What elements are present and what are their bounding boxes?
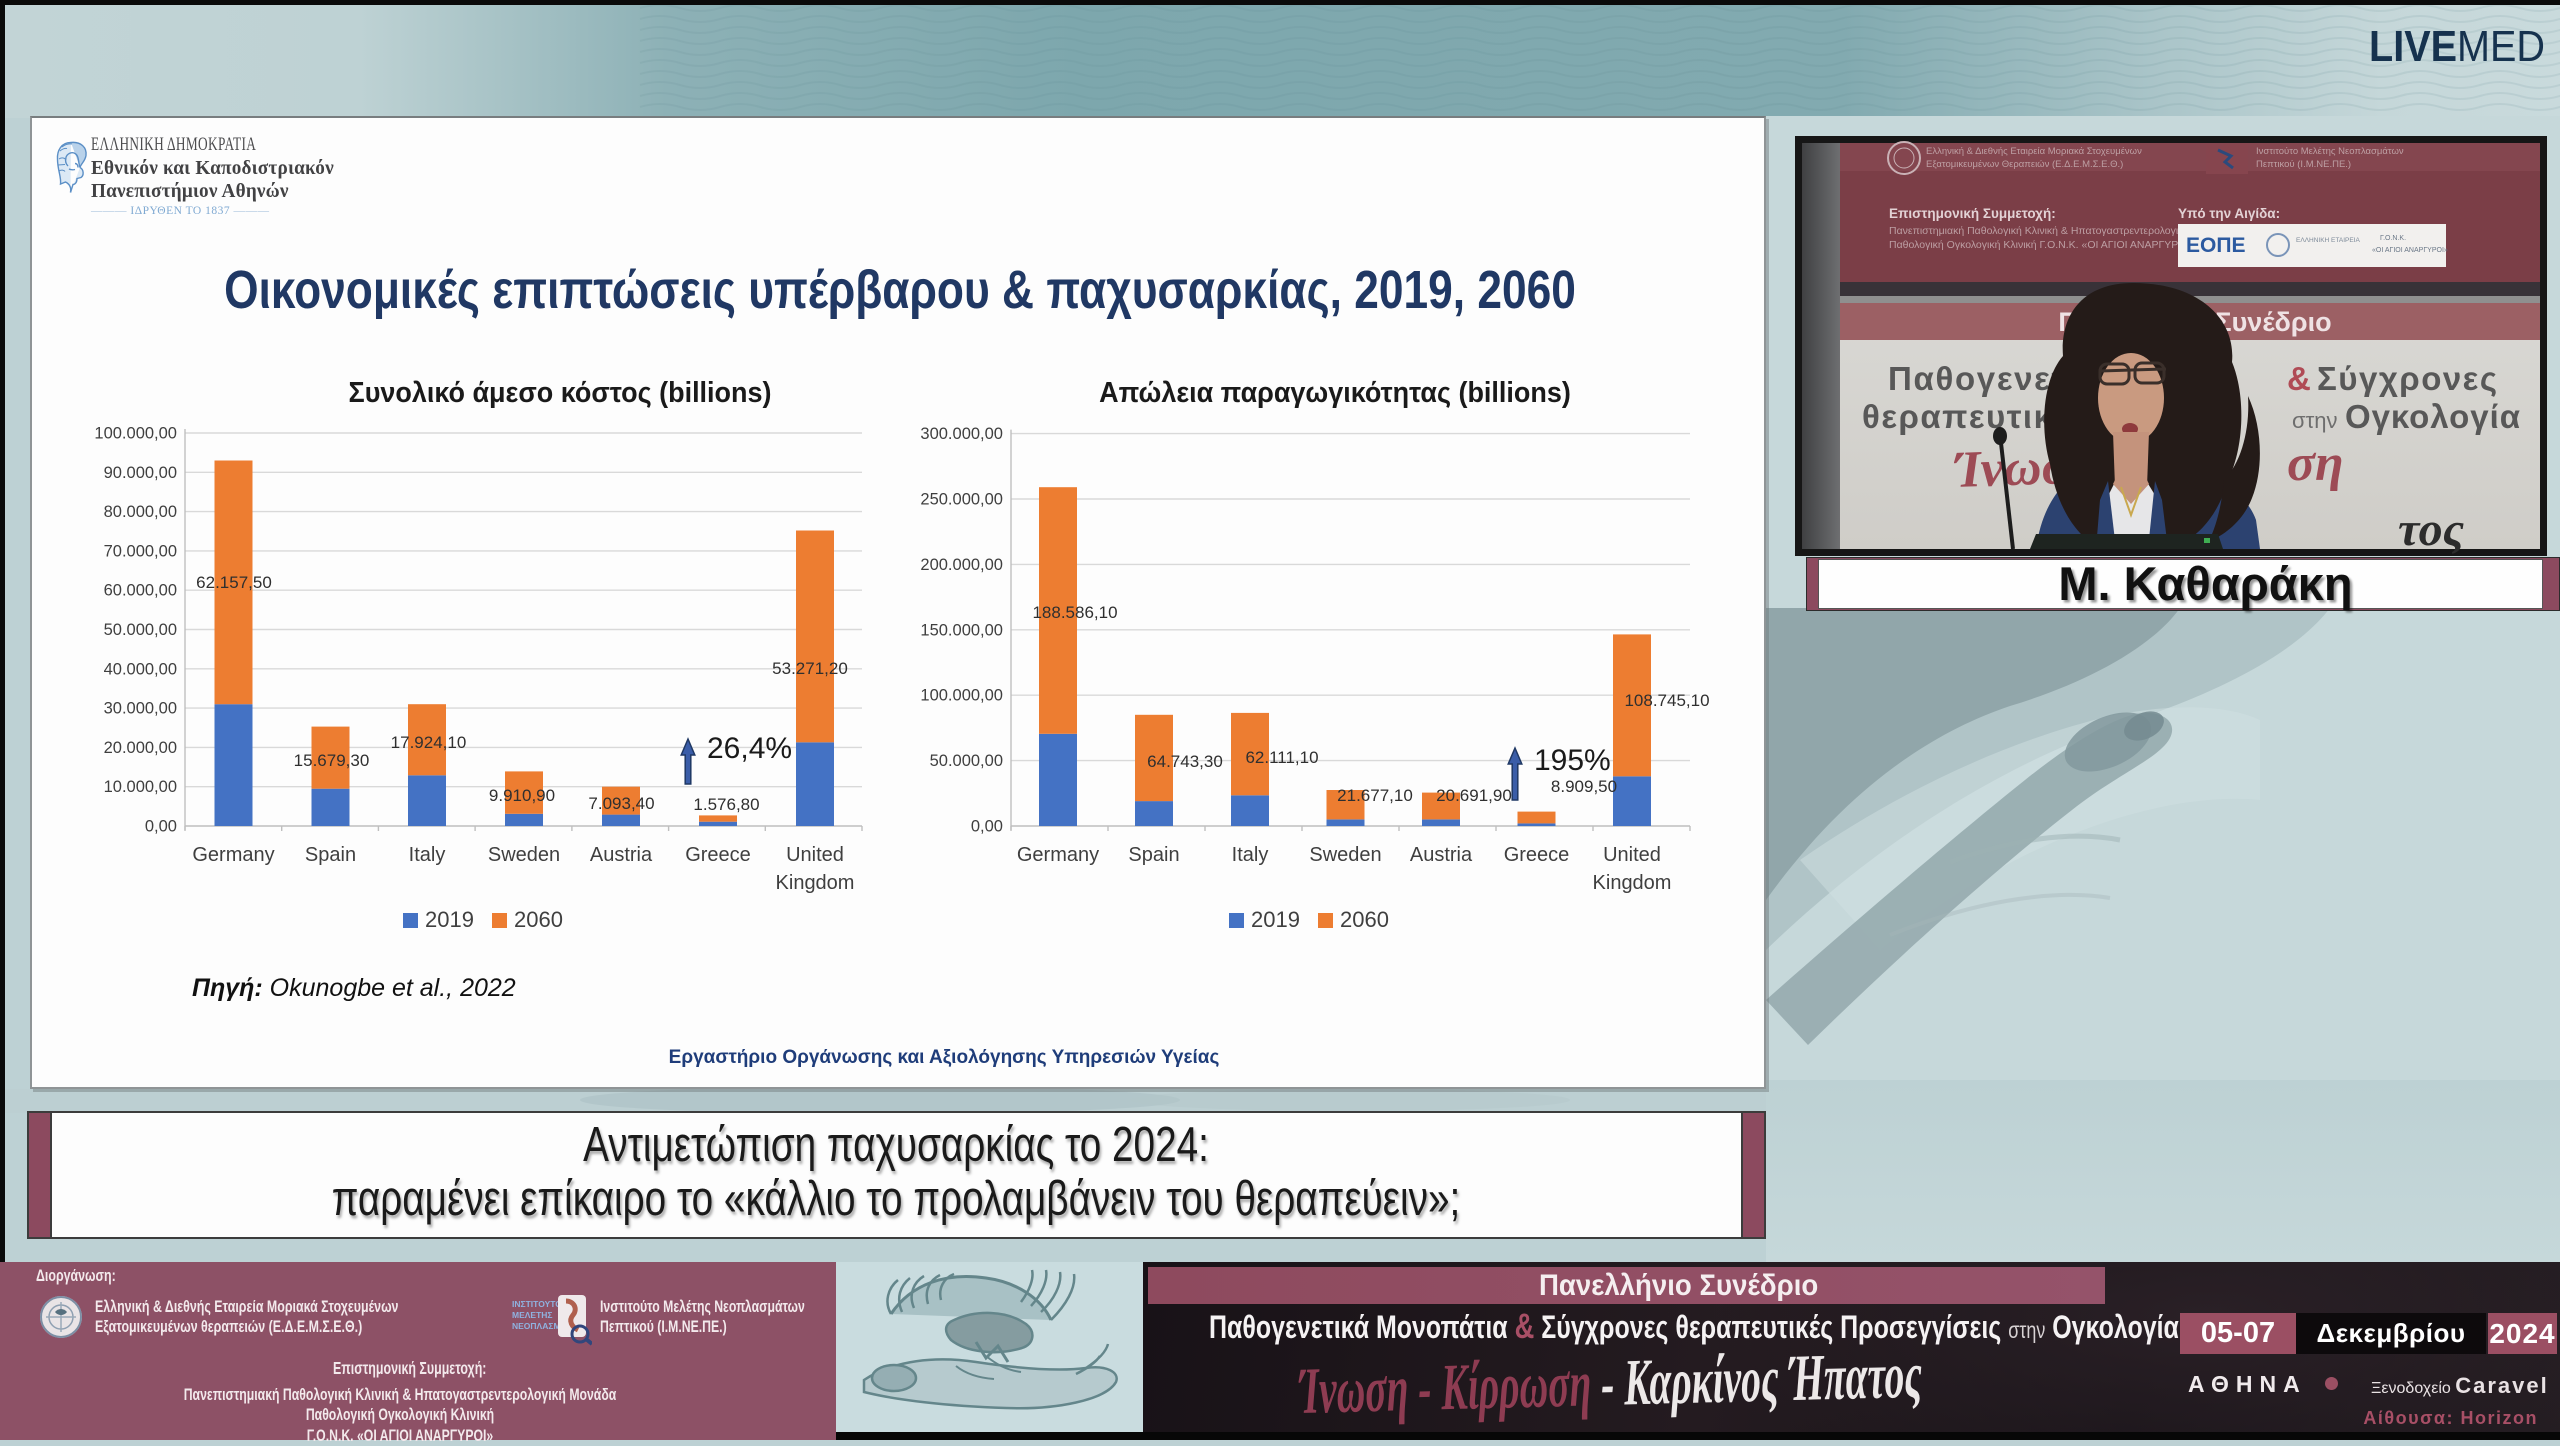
svg-text:Παθολογική Ογκολογική Κλινική: Παθολογική Ογκολογική Κλινική Γ.Ο.Ν.Κ. «…: [1889, 239, 2195, 251]
svg-text:53.271,20: 53.271,20: [772, 659, 848, 678]
svg-text:62.157,50: 62.157,50: [196, 573, 272, 592]
svg-text:ση: ση: [2287, 435, 2344, 492]
svg-text:195%: 195%: [1534, 744, 1611, 777]
svg-text:8.909,50: 8.909,50: [1551, 777, 1617, 796]
svg-text:Austria: Austria: [590, 844, 653, 866]
svg-text:20.000,00: 20.000,00: [104, 739, 177, 757]
svg-text:2019: 2019: [1251, 907, 1300, 932]
svg-text:2019: 2019: [425, 907, 474, 932]
svg-text:ΜΕΛΕΤΗΣ: ΜΕΛΕΤΗΣ: [512, 1310, 553, 1320]
svg-text:Πεπτικού (Ι.Μ.ΝΕ.ΠΕ.): Πεπτικού (Ι.Μ.ΝΕ.ΠΕ.): [2256, 159, 2351, 170]
svg-text:Ογκολογία: Ογκολογία: [2345, 398, 2520, 435]
svg-text:2060: 2060: [514, 907, 563, 932]
svg-text:Kingdom: Kingdom: [1593, 872, 1672, 894]
svg-text:250.000,00: 250.000,00: [920, 491, 1003, 509]
svg-text:20.691,90: 20.691,90: [1436, 786, 1512, 805]
svg-text:Spain: Spain: [305, 844, 356, 866]
svg-text:100.000,00: 100.000,00: [920, 687, 1003, 705]
svg-text:150.000,00: 150.000,00: [920, 621, 1003, 639]
svg-text:Italy: Italy: [1232, 844, 1269, 866]
svg-text:Εξατομικευμένων Θεραπειών (Ε.Δ: Εξατομικευμένων Θεραπειών (Ε.Δ.Ε.Μ.Σ.Ε.Θ…: [1926, 159, 2123, 170]
svg-text:7.093,40: 7.093,40: [588, 794, 654, 813]
svg-text:0,00: 0,00: [145, 818, 177, 836]
svg-text:Greece: Greece: [1504, 844, 1570, 866]
svg-text:10.000,00: 10.000,00: [104, 778, 177, 796]
svg-text:ΕΟΠΕ: ΕΟΠΕ: [2186, 234, 2246, 257]
svg-text:108.745,10: 108.745,10: [1624, 691, 1709, 710]
svg-text:Spain: Spain: [1128, 844, 1179, 866]
svg-text:17.924,10: 17.924,10: [391, 733, 467, 752]
svg-text:Επιστημονική Συμμετοχή:: Επιστημονική Συμμετοχή:: [1889, 206, 2056, 221]
svg-text:21.677,10: 21.677,10: [1337, 786, 1413, 805]
svg-text:Σύγχρονες: Σύγχρονες: [2317, 360, 2497, 397]
svg-text:40.000,00: 40.000,00: [104, 660, 177, 678]
svg-text:Γ.Ο.Ν.Κ.: Γ.Ο.Ν.Κ.: [2380, 235, 2406, 242]
svg-text:9.910,90: 9.910,90: [489, 786, 555, 805]
svg-text:188.586,10: 188.586,10: [1032, 603, 1117, 622]
svg-text:ΕΛΛΗΝΙΚΗ ΕΤΑΙΡΕΙΑ: ΕΛΛΗΝΙΚΗ ΕΤΑΙΡΕΙΑ: [2296, 237, 2360, 244]
svg-text:0,00: 0,00: [971, 818, 1003, 836]
svg-text:80.000,00: 80.000,00: [104, 503, 177, 521]
svg-text:Austria: Austria: [1410, 844, 1473, 866]
svg-text:50.000,00: 50.000,00: [104, 621, 177, 639]
svg-text:15.679,30: 15.679,30: [294, 751, 370, 770]
svg-text:Italy: Italy: [409, 844, 446, 866]
svg-text:τος: τος: [2398, 503, 2464, 556]
svg-text:United: United: [786, 844, 844, 866]
svg-text:70.000,00: 70.000,00: [104, 542, 177, 560]
svg-text:60.000,00: 60.000,00: [104, 582, 177, 600]
svg-text:300.000,00: 300.000,00: [920, 425, 1003, 443]
svg-text:200.000,00: 200.000,00: [920, 556, 1003, 574]
svg-text:2060: 2060: [1340, 907, 1389, 932]
svg-text:90.000,00: 90.000,00: [104, 464, 177, 482]
svg-text:Kingdom: Kingdom: [776, 872, 855, 894]
svg-text:Ελληνική & Διεθνής Εταιρεία Μο: Ελληνική & Διεθνής Εταιρεία Μοριακά Στοχ…: [1926, 146, 2142, 157]
svg-text:Sweden: Sweden: [1309, 844, 1381, 866]
svg-text:64.743,30: 64.743,30: [1147, 752, 1223, 771]
svg-text:Ινστιτούτο Μελέτης Νεοπλασμάτω: Ινστιτούτο Μελέτης Νεοπλασμάτων: [2256, 146, 2404, 157]
svg-text:100.000,00: 100.000,00: [94, 425, 177, 443]
svg-text:Greece: Greece: [685, 844, 751, 866]
svg-text:50.000,00: 50.000,00: [930, 752, 1003, 770]
svg-text:26,4%: 26,4%: [707, 732, 792, 765]
svg-text:30.000,00: 30.000,00: [104, 700, 177, 718]
svg-text:United: United: [1603, 844, 1661, 866]
svg-text:62.111,10: 62.111,10: [1245, 748, 1318, 767]
svg-text:Sweden: Sweden: [488, 844, 560, 866]
svg-text:Germany: Germany: [192, 844, 274, 866]
svg-text:Υπό την Αιγίδα:: Υπό την Αιγίδα:: [2178, 206, 2280, 221]
svg-text:ΙΝΣΤΙΤΟΥΤΟ: ΙΝΣΤΙΤΟΥΤΟ: [512, 1299, 562, 1309]
svg-text:«ΟΙ ΑΓΙΟΙ ΑΝΑΡΓΥΡΟΙ»: «ΟΙ ΑΓΙΟΙ ΑΝΑΡΓΥΡΟΙ»: [2372, 247, 2448, 254]
svg-text:&: &: [2287, 360, 2311, 397]
svg-text:Πανεπιστημιακή Παθολογική Κλιν: Πανεπιστημιακή Παθολογική Κλινική & Ηπατ…: [1889, 225, 2230, 237]
svg-text:ΝΕΟΠΛΑΣΜ.: ΝΕΟΠΛΑΣΜ.: [512, 1321, 563, 1331]
svg-text:Germany: Germany: [1017, 844, 1099, 866]
svg-text:στην: στην: [2292, 408, 2338, 433]
svg-text:1.576,80: 1.576,80: [693, 795, 759, 814]
